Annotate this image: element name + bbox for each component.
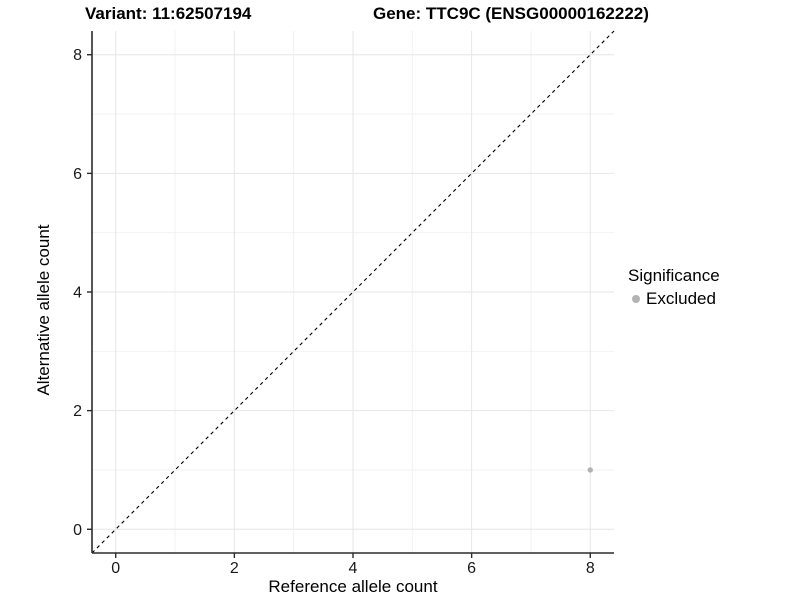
x-tick-label: 8 bbox=[586, 560, 595, 577]
chart-title-gene: Gene: TTC9C (ENSG00000162222) bbox=[373, 4, 649, 23]
chart-title-variant: Variant: 11:62507194 bbox=[85, 4, 252, 23]
x-axis-label: Reference allele count bbox=[268, 577, 438, 596]
legend: Significance Excluded bbox=[628, 266, 720, 309]
legend-title: Significance bbox=[628, 266, 720, 285]
y-tick-label: 4 bbox=[73, 285, 82, 302]
x-tick-label: 0 bbox=[111, 560, 120, 577]
y-tick-label: 6 bbox=[73, 166, 82, 183]
x-tick-label: 6 bbox=[467, 560, 476, 577]
legend-point-icon bbox=[632, 295, 640, 303]
legend-item-label: Excluded bbox=[646, 289, 716, 308]
y-tick-label: 8 bbox=[73, 47, 82, 64]
x-tick-label: 4 bbox=[349, 560, 358, 577]
x-tick-label: 2 bbox=[230, 560, 239, 577]
y-tick-label: 2 bbox=[73, 403, 82, 420]
legend-item-excluded: Excluded bbox=[628, 289, 720, 309]
y-tick-label: 0 bbox=[73, 522, 82, 539]
data-point bbox=[587, 467, 593, 473]
